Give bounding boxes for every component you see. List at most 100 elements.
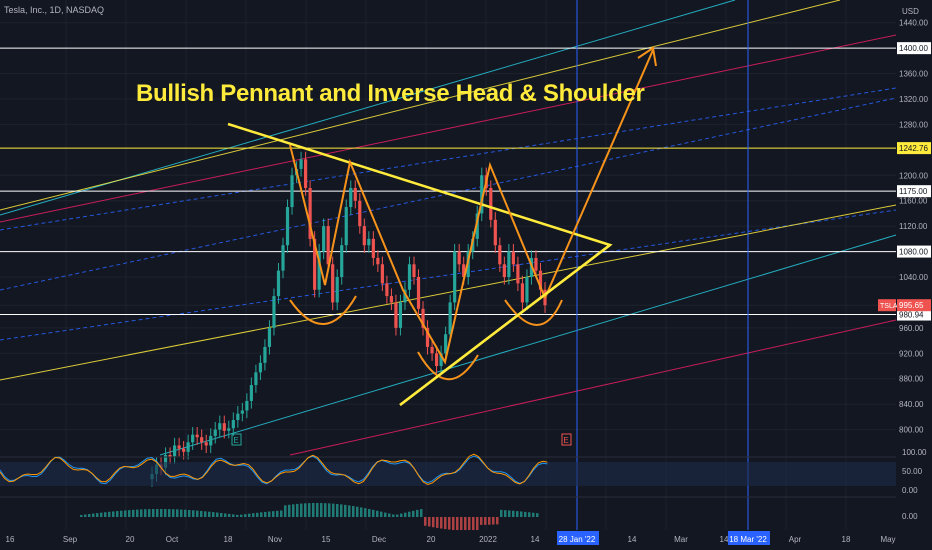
candle-body (245, 400, 249, 411)
pane-scale-label: 0.00 (902, 512, 918, 521)
candle (227, 420, 231, 439)
price-tick-label: 880.00 (899, 375, 924, 384)
candle-body (403, 289, 407, 303)
time-tick: 16 (6, 535, 15, 544)
candle (525, 269, 529, 311)
candle (502, 256, 506, 285)
candle-body (240, 410, 244, 414)
time-tick-label: 18 Mar '22 (729, 535, 767, 544)
price-tick: 800.00 (899, 426, 924, 435)
histogram-bar (532, 512, 535, 517)
trend-channel-line (159, 234, 897, 456)
candle (290, 167, 294, 215)
time-tick-label: 16 (6, 535, 15, 544)
candle (263, 339, 267, 371)
price-tick-label: 1200.00 (899, 171, 928, 180)
histogram-bar (248, 513, 251, 517)
price-tick-label: 1360.00 (899, 70, 928, 79)
target-arrow-line (544, 49, 654, 299)
candle (385, 275, 389, 304)
histogram-bar (436, 517, 439, 528)
time-tick-label: 15 (322, 535, 331, 544)
candle-body (398, 302, 403, 328)
candle (240, 402, 244, 422)
candle-body (186, 442, 190, 452)
candle (218, 415, 222, 438)
candle-body (353, 188, 357, 201)
candle-body (502, 264, 506, 277)
candle-body (534, 257, 538, 271)
histogram-bar (400, 513, 403, 517)
histogram-bar (88, 514, 91, 517)
time-tick: 28 Jan '22 (557, 531, 599, 545)
histogram-bar (392, 514, 395, 517)
candle (222, 415, 226, 439)
candle-body (367, 238, 371, 246)
histogram-bar (432, 517, 435, 528)
candle (434, 345, 439, 374)
histogram-bar (360, 507, 363, 517)
candle-body (322, 226, 326, 252)
oscillator-slow-line (0, 453, 548, 485)
symbol-tag-bg (878, 299, 896, 312)
candle (285, 199, 290, 253)
candle-body (457, 251, 461, 265)
price-tag-bg (897, 42, 931, 55)
histogram-bar (492, 517, 495, 525)
candle-body (421, 308, 425, 328)
pane-scale-label: 100.00 (902, 448, 927, 457)
candle-body (511, 251, 515, 265)
histogram-bar (316, 503, 319, 517)
candle-body (281, 245, 285, 271)
left-shoulder-arc (289, 295, 357, 325)
time-tick: Sep (63, 535, 78, 544)
candle (326, 218, 330, 272)
candle (453, 243, 457, 311)
histogram-bar (164, 509, 167, 517)
candle (498, 237, 502, 272)
histogram-bar (120, 510, 123, 517)
candle-body (276, 270, 281, 297)
histogram-bar (208, 511, 211, 517)
candle (267, 320, 272, 355)
candle (430, 339, 434, 361)
price-tick-label: 1040.00 (899, 273, 928, 282)
candle-body (227, 428, 231, 431)
candle-body (448, 302, 452, 335)
histogram-bar (244, 514, 247, 517)
candle (308, 180, 312, 247)
candle-body (331, 264, 335, 303)
candle (209, 428, 213, 454)
histogram-bar (324, 503, 327, 517)
candle (331, 256, 335, 311)
histogram-bar (408, 511, 411, 517)
target-arrow-head (637, 46, 657, 67)
histogram-bar (196, 510, 199, 517)
candle (457, 243, 461, 272)
candle-body (299, 159, 303, 169)
histogram-bar (456, 517, 459, 531)
earnings-label: E (233, 436, 238, 445)
price-tick: 1360.00 (899, 70, 928, 79)
time-tick: Oct (166, 535, 179, 544)
candle (516, 256, 520, 291)
time-tick: 18 Mar '22 (728, 531, 770, 545)
candle (520, 275, 525, 311)
histogram-bar (364, 508, 367, 517)
histogram-bar (264, 511, 267, 517)
time-tick-label: Oct (166, 535, 179, 544)
candle-body (290, 175, 294, 208)
price-tick: 1160.00 (899, 197, 928, 206)
time-tick: 18 (842, 535, 851, 544)
candle (272, 288, 276, 336)
candle (538, 263, 543, 298)
candle (281, 237, 285, 279)
price-tick: 1040.00 (899, 273, 928, 282)
candle-body (195, 434, 199, 438)
price-tick-label: 1242.76 (899, 144, 928, 153)
time-tick-label: Nov (268, 535, 282, 544)
candle-body (326, 226, 330, 265)
candle-body (416, 277, 421, 309)
time-tick: 15 (322, 535, 331, 544)
